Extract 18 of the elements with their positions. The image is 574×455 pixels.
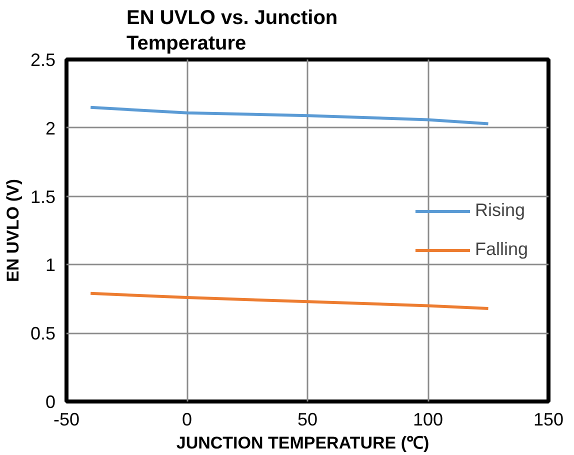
x-tick-label: -50 [53,410,80,430]
x-tick-label: 50 [297,410,318,430]
line-series [89,292,490,310]
y-tick-label: 2 [45,118,56,138]
y-axis-title: EN UVLO (V) [3,179,22,282]
y-tick-label: 1 [45,255,56,276]
line-series [89,106,490,126]
legend-label: Rising [474,200,525,221]
y-tick-label: 0 [45,392,56,412]
y-tick-label: 2.5 [30,50,56,70]
x-tick-label: 100 [412,410,444,430]
x-axis-title: JUNCTION TEMPERATURE (℃) [176,434,430,452]
chart-title: EN UVLO vs. Junction Temperature [126,7,338,54]
x-tick-label: 0 [182,410,192,430]
legend-label: Falling [474,239,528,260]
x-tick-label: 150 [533,410,564,430]
y-tick-label: 0.5 [30,324,56,344]
y-tick-label: 1.5 [30,186,56,207]
